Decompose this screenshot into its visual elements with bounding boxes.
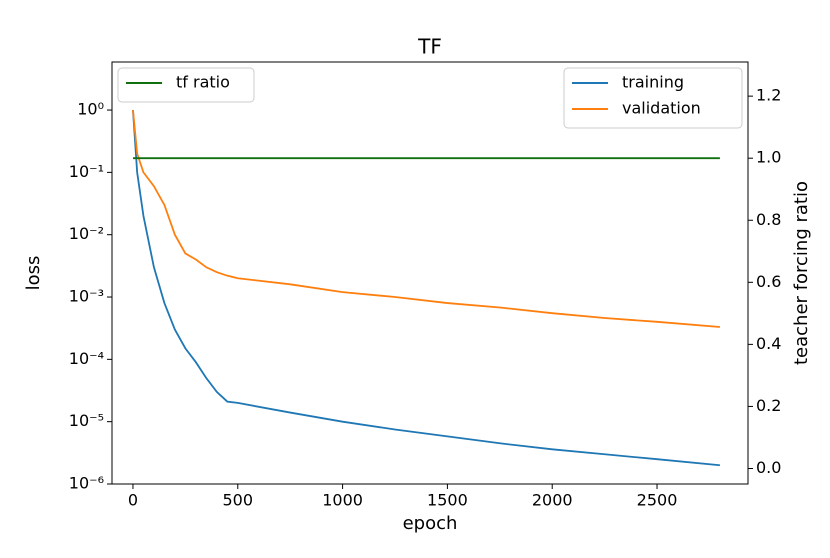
- chart-title: TF: [417, 35, 442, 59]
- legend-label: training: [622, 73, 684, 92]
- legend-label: validation: [622, 99, 701, 118]
- x-tick-label: 500: [223, 491, 254, 510]
- x-tick-label: 1000: [322, 491, 363, 510]
- y-tick-label: 10⁻³: [69, 287, 104, 306]
- line: [132, 109, 720, 467]
- legend-box: [117, 67, 255, 103]
- y-tick-label: 10⁻¹: [69, 162, 104, 181]
- y2-tick-label: 0.2: [756, 396, 781, 415]
- x-tick-label: 2000: [532, 491, 573, 510]
- y2-tick-label: 0.4: [756, 334, 781, 353]
- y2-tick-label: 1.0: [756, 148, 781, 167]
- y-tick-label: 10⁻⁵: [69, 411, 104, 430]
- y2-axis-label: teacher forcing ratio: [791, 181, 812, 365]
- y2-tick-label: 0.6: [756, 272, 781, 291]
- x-tick-label: 1500: [427, 491, 468, 510]
- x-tick-label: 2500: [637, 491, 678, 510]
- y-tick-label: 10⁻²: [69, 224, 104, 243]
- legend-label: tf ratio: [176, 73, 230, 92]
- x-tick-label: 0: [128, 491, 138, 510]
- y-axis-label: loss: [23, 256, 44, 291]
- x-axis-label: epoch: [403, 513, 458, 534]
- y2-tick-label: 0.0: [756, 458, 781, 477]
- legend-box: [563, 67, 743, 129]
- y2-tick-label: 0.8: [756, 210, 781, 229]
- plot-frame: [111, 61, 749, 485]
- y-tick-label: 10⁰: [77, 100, 104, 119]
- y2-tick-label: 1.2: [756, 86, 781, 105]
- y-tick-label: 10⁻⁶: [69, 474, 104, 493]
- line: [132, 109, 720, 328]
- y-tick-label: 10⁻⁴: [69, 349, 104, 368]
